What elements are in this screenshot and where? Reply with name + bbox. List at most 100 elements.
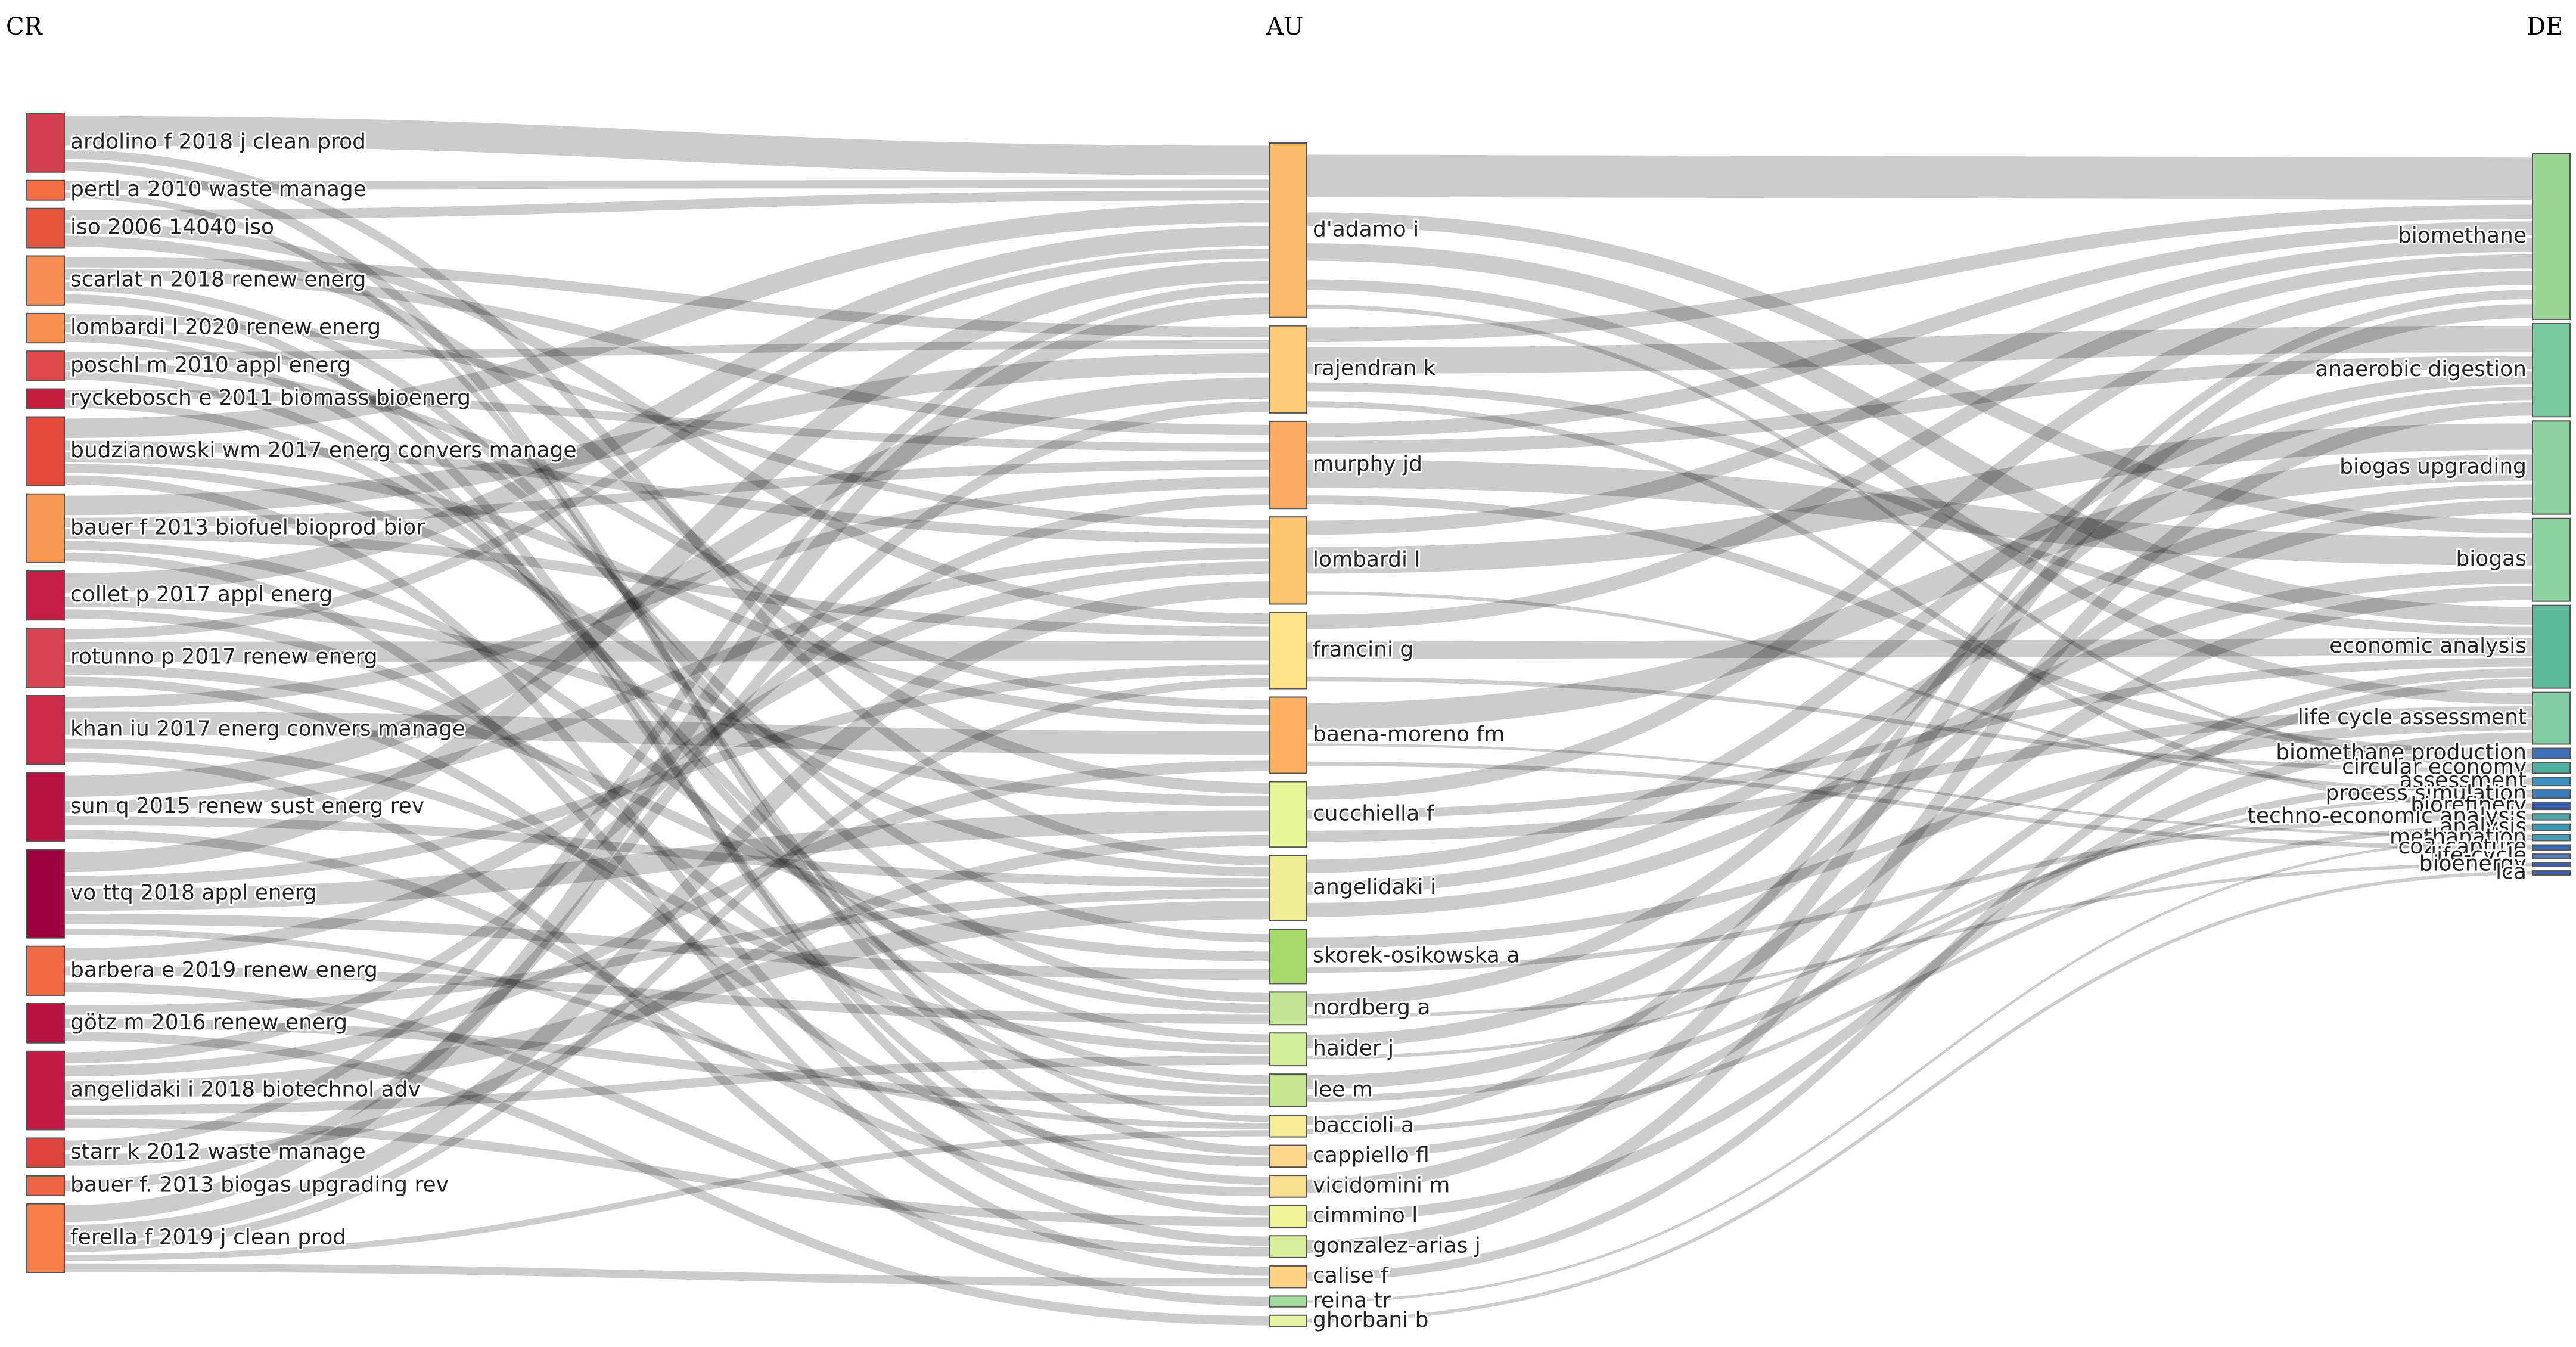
node-label-au-2: murphy jd bbox=[1313, 452, 1422, 476]
node-label-de-1: anaerobic digestion bbox=[2315, 357, 2527, 381]
node-de-4[interactable] bbox=[2532, 604, 2571, 689]
node-au-18[interactable] bbox=[1269, 1295, 1307, 1308]
node-label-cr-6: ryckebosch e 2011 biomass bioenerg bbox=[70, 386, 471, 410]
link-cr-15-to-au-19 bbox=[64, 1032, 1270, 1326]
node-au-1[interactable] bbox=[1269, 325, 1307, 414]
node-au-8[interactable] bbox=[1269, 928, 1307, 985]
node-au-2[interactable] bbox=[1269, 420, 1307, 510]
link-cr-12-to-au-1 bbox=[64, 377, 1270, 797]
link-cr-12-to-au-3 bbox=[64, 547, 1270, 813]
node-label-au-0: d'adamo i bbox=[1313, 217, 1419, 241]
link-cr-4-to-au-3 bbox=[64, 314, 1270, 529]
node-de-14[interactable] bbox=[2532, 844, 2571, 851]
node-de-7[interactable] bbox=[2532, 762, 2571, 774]
node-cr-10[interactable] bbox=[26, 628, 65, 688]
node-de-11[interactable] bbox=[2532, 813, 2571, 821]
node-cr-12[interactable] bbox=[26, 772, 65, 842]
link-cr-3-to-au-2 bbox=[64, 269, 1270, 436]
node-cr-14[interactable] bbox=[26, 945, 65, 996]
node-cr-0[interactable] bbox=[26, 113, 65, 173]
node-au-5[interactable] bbox=[1269, 696, 1307, 774]
link-cr-11-to-au-18 bbox=[64, 752, 1270, 1306]
link-au-1-to-de-0 bbox=[1306, 204, 2533, 342]
link-au-4-to-de-4 bbox=[1306, 638, 2533, 660]
node-cr-9[interactable] bbox=[26, 570, 65, 621]
node-label-cr-7: budzianowski wm 2017 energ convers manag… bbox=[70, 438, 577, 463]
link-au-14-to-de-0 bbox=[1306, 304, 2533, 1194]
node-cr-19[interactable] bbox=[26, 1203, 65, 1274]
node-cr-16[interactable] bbox=[26, 1050, 65, 1131]
node-au-3[interactable] bbox=[1269, 516, 1307, 605]
node-cr-11[interactable] bbox=[26, 695, 65, 765]
node-cr-6[interactable] bbox=[26, 388, 65, 409]
node-au-14[interactable] bbox=[1269, 1175, 1307, 1198]
node-label-au-8: skorek-osikowska a bbox=[1313, 943, 1520, 968]
node-cr-17[interactable] bbox=[26, 1137, 65, 1168]
node-de-8[interactable] bbox=[2532, 777, 2571, 787]
link-cr-18-to-au-1 bbox=[64, 401, 1270, 1191]
link-cr-10-to-au-4 bbox=[64, 640, 1270, 662]
node-au-19[interactable] bbox=[1269, 1314, 1307, 1327]
node-cr-2[interactable] bbox=[26, 207, 65, 249]
node-au-4[interactable] bbox=[1269, 612, 1307, 690]
link-cr-8-to-au-17 bbox=[64, 552, 1270, 1276]
link-cr-2-to-au-0 bbox=[64, 190, 1270, 220]
node-label-au-15: cimmino l bbox=[1313, 1203, 1418, 1228]
link-au-19-to-de-17 bbox=[1306, 871, 2533, 1323]
node-de-12[interactable] bbox=[2532, 823, 2571, 831]
node-label-au-4: francini g bbox=[1313, 637, 1413, 662]
node-au-13[interactable] bbox=[1269, 1144, 1307, 1168]
link-cr-16-to-au-10 bbox=[64, 1056, 1270, 1115]
link-cr-10-to-au-13 bbox=[64, 676, 1270, 1166]
node-au-0[interactable] bbox=[1269, 142, 1307, 318]
link-au-8-to-de-5 bbox=[1306, 719, 2533, 949]
link-au-9-to-de-1 bbox=[1306, 387, 2533, 1007]
node-cr-5[interactable] bbox=[26, 350, 65, 381]
link-cr-11-to-au-10 bbox=[64, 738, 1270, 1054]
node-label-de-7: circular economy bbox=[2342, 755, 2527, 780]
node-au-12[interactable] bbox=[1269, 1114, 1307, 1138]
node-label-au-12: baccioli a bbox=[1313, 1113, 1414, 1137]
node-de-6[interactable] bbox=[2532, 747, 2571, 759]
node-au-6[interactable] bbox=[1269, 781, 1307, 848]
node-au-17[interactable] bbox=[1269, 1265, 1307, 1289]
link-cr-13-to-au-4 bbox=[64, 664, 1270, 887]
node-au-9[interactable] bbox=[1269, 991, 1307, 1026]
node-de-0[interactable] bbox=[2532, 153, 2571, 320]
node-cr-7[interactable] bbox=[26, 416, 65, 486]
node-au-10[interactable] bbox=[1269, 1032, 1307, 1067]
column-title-cr: CR bbox=[6, 13, 43, 41]
node-cr-13[interactable] bbox=[26, 849, 65, 939]
link-cr-15-to-au-11 bbox=[64, 1019, 1270, 1106]
node-de-10[interactable] bbox=[2532, 802, 2571, 811]
node-de-3[interactable] bbox=[2532, 517, 2571, 602]
node-label-de-15: life-cycle bbox=[2431, 843, 2527, 868]
node-au-15[interactable] bbox=[1269, 1205, 1307, 1228]
node-de-17[interactable] bbox=[2532, 870, 2571, 876]
node-de-2[interactable] bbox=[2532, 420, 2571, 515]
node-de-5[interactable] bbox=[2532, 691, 2571, 745]
node-de-13[interactable] bbox=[2532, 834, 2571, 842]
node-de-9[interactable] bbox=[2532, 789, 2571, 799]
node-au-11[interactable] bbox=[1269, 1073, 1307, 1107]
link-au-5-to-de-2 bbox=[1306, 454, 2533, 730]
node-label-au-7: angelidaki i bbox=[1313, 875, 1436, 899]
node-de-1[interactable] bbox=[2532, 322, 2571, 418]
node-cr-1[interactable] bbox=[26, 179, 65, 201]
node-au-7[interactable] bbox=[1269, 855, 1307, 921]
node-cr-18[interactable] bbox=[26, 1175, 65, 1196]
link-au-10-to-de-2 bbox=[1306, 499, 2533, 1048]
link-au-0-to-de-3 bbox=[1306, 212, 2533, 534]
link-au-12-to-de-0 bbox=[1306, 290, 2533, 1125]
link-au-7-to-de-1 bbox=[1306, 371, 2533, 873]
link-au-2-to-de-3 bbox=[1306, 460, 2533, 566]
node-cr-8[interactable] bbox=[26, 493, 65, 563]
node-cr-15[interactable] bbox=[26, 1003, 65, 1044]
node-cr-4[interactable] bbox=[26, 312, 65, 344]
node-label-cr-0: ardolino f 2018 j clean prod bbox=[70, 129, 366, 154]
node-cr-3[interactable] bbox=[26, 255, 65, 306]
node-de-16[interactable] bbox=[2532, 862, 2571, 868]
node-de-15[interactable] bbox=[2532, 853, 2571, 859]
link-cr-3-to-au-1 bbox=[64, 257, 1270, 337]
node-au-16[interactable] bbox=[1269, 1235, 1307, 1258]
